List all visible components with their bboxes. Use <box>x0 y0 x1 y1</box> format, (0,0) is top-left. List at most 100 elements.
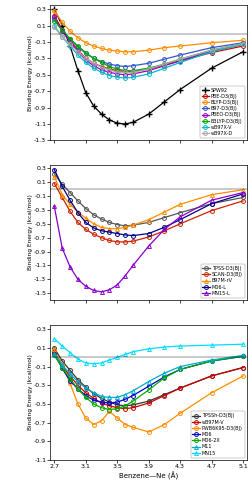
wB97M-V <box>163 392 166 398</box>
PBEO-D3(BJ) <box>116 71 119 77</box>
M06-2X <box>92 401 95 407</box>
B97M-rV <box>92 221 95 227</box>
M06 <box>147 383 150 389</box>
B97-D3(BJ) <box>53 16 56 22</box>
Legend: TPSS-D3(BJ), SCAN-D3(BJ), B97M-rV, M06-L, MN15-L: TPSS-D3(BJ), SCAN-D3(BJ), B97M-rV, M06-L… <box>201 264 244 298</box>
B97M-rV <box>76 209 79 215</box>
TPSSh-D3(BJ) <box>116 402 119 408</box>
wB97X-V <box>69 43 72 49</box>
TPSSh-D3(BJ) <box>179 385 182 391</box>
MN15 <box>92 361 95 367</box>
SCAN-D3(BJ) <box>69 208 72 214</box>
M06-L <box>123 232 127 238</box>
PWB6K95-D3(BJ) <box>132 424 135 430</box>
MN15 <box>132 348 135 354</box>
SCAN-D3(BJ) <box>116 239 119 245</box>
M06 <box>100 399 103 405</box>
wB97M-V <box>53 348 56 354</box>
Line: BLYP-D3(BJ): BLYP-D3(BJ) <box>52 9 245 54</box>
M11 <box>179 364 182 370</box>
Line: wB97X-V: wB97X-V <box>52 24 245 80</box>
BLYP-D3(BJ) <box>123 49 127 55</box>
wB97X-V <box>123 75 127 81</box>
BLYP-D3(BJ) <box>84 40 87 46</box>
PWB6K95-D3(BJ) <box>147 429 150 435</box>
TPSSh-D3(BJ) <box>84 384 87 390</box>
MN15 <box>84 360 87 366</box>
wB97M-V <box>76 382 79 388</box>
Line: M06-2X: M06-2X <box>52 354 245 412</box>
PBE-D3(BJ) <box>147 66 150 72</box>
M11 <box>210 357 213 363</box>
MN15-L <box>84 284 87 290</box>
SPW92 <box>108 117 111 123</box>
TPSSh-D3(BJ) <box>53 345 56 351</box>
B97M-rV <box>108 226 111 232</box>
PWB6K95-D3(BJ) <box>61 362 64 368</box>
M06-L <box>92 225 95 231</box>
Line: B97-D3(BJ): B97-D3(BJ) <box>52 17 245 68</box>
M06-2X <box>84 394 87 400</box>
PBEO-D3(BJ) <box>76 49 79 55</box>
M11 <box>163 370 166 376</box>
SCAN-D3(BJ) <box>53 180 56 186</box>
M06-L <box>76 210 79 216</box>
BLYP-D3(BJ) <box>210 40 213 46</box>
B97M-rV <box>210 192 213 198</box>
wB97X-V <box>61 34 64 40</box>
SPW92 <box>100 111 103 117</box>
B97M-rV <box>123 224 127 230</box>
PBE-D3(BJ) <box>53 12 56 18</box>
M06-L <box>61 184 64 190</box>
TPSSh-D3(BJ) <box>61 358 64 364</box>
PBEO-D3(BJ) <box>61 28 64 34</box>
PWB6K95-D3(BJ) <box>76 401 79 407</box>
M11 <box>147 378 150 384</box>
Legend: TPSSh-D3(BJ), wB97M-V, PWB6K95-D3(BJ), M06, M06-2X, M11, MN15: TPSSh-D3(BJ), wB97M-V, PWB6K95-D3(BJ), M… <box>191 412 244 458</box>
SCAN-D3(BJ) <box>61 194 64 200</box>
M06-L <box>108 229 111 235</box>
SPW92 <box>179 86 182 92</box>
B3LYP-D3(BJ) <box>53 18 56 24</box>
MN15-L <box>100 289 103 295</box>
M06 <box>61 366 64 372</box>
B97-D3(BJ) <box>116 62 119 68</box>
M11 <box>76 378 79 384</box>
PBEO-D3(BJ) <box>92 62 95 68</box>
M06-2X <box>76 386 79 392</box>
TPSS-D3(BJ) <box>163 214 166 220</box>
B97M-rV <box>53 174 56 180</box>
Line: PBE-D3(BJ): PBE-D3(BJ) <box>52 14 245 74</box>
wB97X-D <box>241 40 244 46</box>
B3LYP-D3(BJ) <box>210 47 213 53</box>
MN15 <box>100 360 103 366</box>
Line: SPW92: SPW92 <box>51 6 246 127</box>
M06 <box>163 374 166 380</box>
Line: PBEO-D3(BJ): PBEO-D3(BJ) <box>52 16 245 76</box>
wB97X-D <box>108 67 111 73</box>
wB97X-D <box>61 34 64 40</box>
BLYP-D3(BJ) <box>53 8 56 14</box>
M06 <box>53 350 56 356</box>
SCAN-D3(BJ) <box>123 239 127 245</box>
TPSS-D3(BJ) <box>147 220 150 226</box>
M06 <box>132 392 135 398</box>
TPSS-D3(BJ) <box>76 198 79 204</box>
B3LYP-D3(BJ) <box>92 56 95 62</box>
TPSSh-D3(BJ) <box>147 398 150 404</box>
MN15-L <box>210 197 213 203</box>
M06 <box>69 378 72 384</box>
B97M-rV <box>100 224 103 230</box>
wB97X-D <box>163 61 166 67</box>
B97-D3(BJ) <box>69 36 72 43</box>
Line: M11: M11 <box>52 352 245 400</box>
M06-L <box>132 232 135 238</box>
M06 <box>123 396 127 402</box>
wB97M-V <box>84 390 87 396</box>
wB97X-D <box>210 47 213 53</box>
B97-D3(BJ) <box>92 56 95 62</box>
M06-2X <box>53 352 56 358</box>
SPW92 <box>147 111 150 117</box>
Line: TPSSh-D3(BJ): TPSSh-D3(BJ) <box>52 346 245 408</box>
Line: wB97X-D: wB97X-D <box>52 25 245 74</box>
